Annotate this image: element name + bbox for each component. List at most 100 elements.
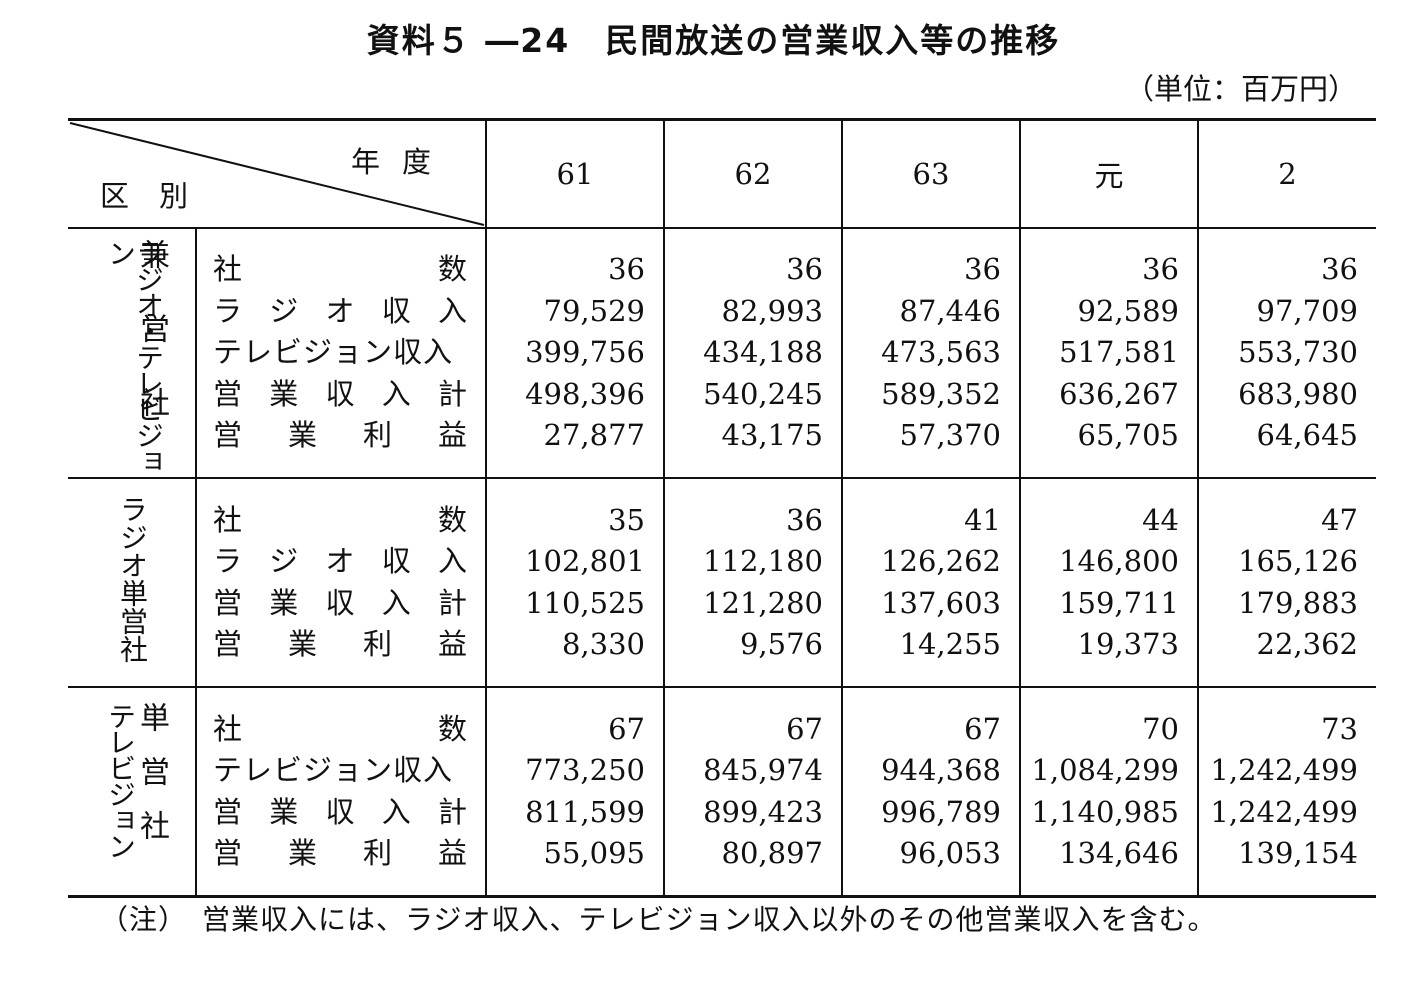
- cell-value: 14,255: [899, 627, 1001, 661]
- cell-value: 70: [1142, 711, 1179, 746]
- cell-value: 36: [786, 252, 823, 287]
- year-column: 47 165,126 179,883 22,362: [1197, 478, 1376, 688]
- row-label: 営業収入計: [213, 376, 467, 411]
- cell-value: 845,974: [703, 753, 823, 787]
- cell-value: 9,576: [739, 627, 823, 661]
- cell-value: 899,423: [703, 794, 823, 829]
- year-header: 元: [1019, 118, 1198, 229]
- group-name-right: 兼営社: [134, 239, 169, 461]
- page-title: 資料５ ―24 民間放送の営業収入等の推移: [366, 21, 1061, 60]
- cell-value: 773,250: [525, 753, 645, 787]
- group-label: テレビジョン 単営社: [68, 687, 196, 898]
- unit-label: （単位：百万円）: [1124, 72, 1357, 106]
- cell-value: 65,705: [1077, 418, 1179, 453]
- cell-value: 473,563: [881, 335, 1001, 370]
- group-label: ラジオ単営社: [68, 478, 196, 688]
- row-label: 営業利益: [213, 836, 467, 870]
- year-label: 年度: [350, 145, 453, 179]
- data-table: 年度 区別 61 62 63 元 2 ラジオ・テレビジョン 兼営社 社数 ラジオ…: [68, 118, 1376, 898]
- cell-value: 36: [1142, 252, 1179, 287]
- cell-value: 1,084,299: [1031, 753, 1179, 787]
- year-header: 63: [841, 118, 1020, 229]
- row-labels: 社数 ラジオ収入 テレビジョン収入 営業収入計 営業利益: [195, 228, 486, 479]
- cell-value: 87,446: [899, 293, 1001, 328]
- year-header: 61: [485, 118, 664, 229]
- footnote: （注） 営業収入には、ラジオ収入、テレビジョン収入以外のその他営業収入を含む。: [100, 903, 1217, 936]
- cell-value: 35: [608, 502, 645, 537]
- cell-value: 36: [608, 252, 645, 287]
- row-label: 営業利益: [213, 627, 467, 661]
- cell-value: 159,711: [1059, 585, 1179, 620]
- year-column: 36 87,446 473,563 589,352 57,370: [841, 228, 1020, 479]
- year-column: 67 944,368 996,789 96,053: [841, 687, 1020, 898]
- year-column: 67 773,250 811,599 55,095: [485, 687, 664, 898]
- diagonal-line: [69, 122, 485, 226]
- year-column: 36 92,589 517,581 636,267 65,705: [1019, 228, 1198, 479]
- year-column: 36 112,180 121,280 9,576: [663, 478, 842, 688]
- year-column: 70 1,084,299 1,140,985 134,646: [1019, 687, 1198, 898]
- cell-value: 47: [1321, 502, 1358, 537]
- cell-value: 1,242,499: [1210, 794, 1358, 829]
- row-label: ラジオ収入: [213, 293, 467, 328]
- cell-value: 27,877: [543, 418, 645, 453]
- cell-value: 498,396: [525, 376, 645, 411]
- cell-value: 996,789: [881, 794, 1001, 829]
- cell-value: 41: [964, 502, 1001, 537]
- cell-value: 126,262: [881, 544, 1001, 578]
- cell-value: 540,245: [703, 376, 823, 411]
- cell-value: 79,529: [543, 293, 645, 328]
- row-label: 社数: [213, 502, 467, 537]
- cell-value: 102,801: [525, 544, 645, 578]
- cell-value: 36: [1321, 252, 1358, 287]
- year-column: 36 82,993 434,188 540,245 43,175: [663, 228, 842, 479]
- group-name-left: ラジオ単営社: [116, 495, 149, 663]
- cell-value: 19,373: [1077, 627, 1179, 661]
- cell-value: 64,645: [1256, 418, 1358, 453]
- group-row: ラジオ・テレビジョン 兼営社 社数 ラジオ収入 テレビジョン収入 営業収入計 営…: [68, 228, 1376, 479]
- group-name-right: 単営社: [134, 702, 169, 864]
- cell-value: 96,053: [899, 836, 1001, 870]
- cell-value: 944,368: [881, 753, 1001, 787]
- cell-value: 179,883: [1238, 585, 1358, 620]
- cell-value: 44: [1142, 502, 1179, 537]
- row-label: 営業収入計: [213, 794, 467, 829]
- row-label: 社数: [213, 252, 467, 287]
- cell-value: 67: [608, 711, 645, 746]
- row-label: 社数: [213, 711, 467, 746]
- cell-value: 22,362: [1256, 627, 1358, 661]
- row-label: テレビジョン収入: [213, 753, 454, 787]
- cell-value: 683,980: [1238, 376, 1358, 411]
- year-column: 36 97,709 553,730 683,980 64,645: [1197, 228, 1376, 479]
- cell-value: 434,188: [703, 335, 823, 370]
- cell-value: 811,599: [525, 794, 645, 829]
- year-column: 73 1,242,499 1,242,499 139,154: [1197, 687, 1376, 898]
- year-column: 36 79,529 399,756 498,396 27,877: [485, 228, 664, 479]
- category-label: 区別: [100, 179, 219, 213]
- row-label: 営業利益: [213, 418, 467, 453]
- group-label: ラジオ・テレビジョン 兼営社: [68, 228, 196, 479]
- cell-value: 137,603: [881, 585, 1001, 620]
- cell-value: 121,280: [703, 585, 823, 620]
- row-labels: 社数 テレビジョン収入 営業収入計 営業利益: [195, 687, 486, 898]
- cell-value: 146,800: [1059, 544, 1179, 578]
- cell-value: 57,370: [899, 418, 1001, 453]
- year-column: 35 102,801 110,525 8,330: [485, 478, 664, 688]
- cell-value: 134,646: [1059, 836, 1179, 870]
- cell-value: 67: [786, 711, 823, 746]
- group-name-left: ラジオ・テレビジョン: [104, 239, 165, 473]
- group-name-left: テレビジョン: [104, 702, 137, 858]
- cell-value: 110,525: [525, 585, 645, 620]
- corner-header: 年度 区別: [68, 118, 486, 229]
- row-label: ラジオ収入: [213, 544, 467, 578]
- cell-value: 8,330: [561, 627, 645, 661]
- cell-value: 139,154: [1238, 836, 1358, 870]
- year-column: 41 126,262 137,603 14,255: [841, 478, 1020, 688]
- cell-value: 80,897: [721, 836, 823, 870]
- year-header: 2: [1197, 118, 1376, 229]
- group-row: テレビジョン 単営社 社数 テレビジョン収入 営業収入計 営業利益 67 773…: [68, 687, 1376, 898]
- cell-value: 589,352: [881, 376, 1001, 411]
- cell-value: 36: [786, 502, 823, 537]
- cell-value: 636,267: [1059, 376, 1179, 411]
- cell-value: 517,581: [1059, 335, 1179, 370]
- cell-value: 36: [964, 252, 1001, 287]
